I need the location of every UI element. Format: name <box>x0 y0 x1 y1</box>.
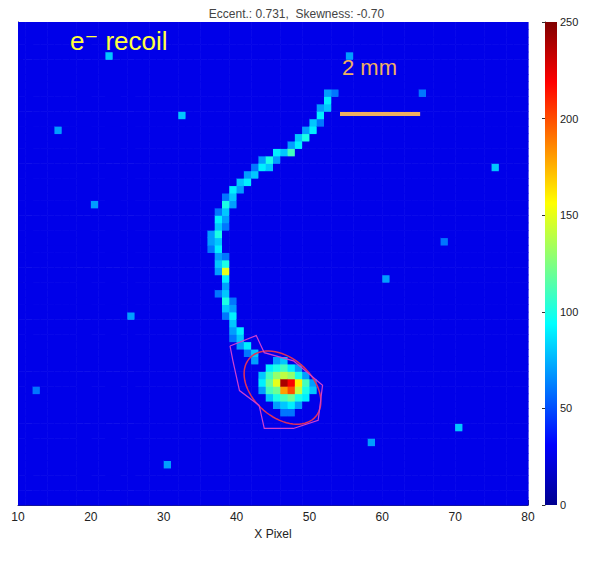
svg-text:50: 50 <box>303 510 317 524</box>
svg-text:80: 80 <box>521 510 535 524</box>
svg-text:60: 60 <box>376 510 390 524</box>
svg-text:X Pixel: X Pixel <box>254 527 291 541</box>
svg-text:40: 40 <box>230 510 244 524</box>
svg-text:70: 70 <box>448 510 462 524</box>
svg-text:Eccent.: 0.731, Skewness: -0.: Eccent.: 0.731, Skewness: -0.70 <box>209 7 385 21</box>
svg-text:10: 10 <box>11 510 25 524</box>
svg-text:200: 200 <box>560 113 578 125</box>
svg-text:0: 0 <box>560 499 566 511</box>
svg-text:e⁻ recoil: e⁻ recoil <box>70 26 168 56</box>
svg-text:100: 100 <box>560 306 578 318</box>
svg-text:30: 30 <box>157 510 171 524</box>
svg-text:150: 150 <box>560 209 578 221</box>
svg-text:50: 50 <box>560 402 572 414</box>
svg-text:20: 20 <box>84 510 98 524</box>
svg-text:250: 250 <box>560 16 578 28</box>
svg-text:2 mm: 2 mm <box>342 55 397 80</box>
